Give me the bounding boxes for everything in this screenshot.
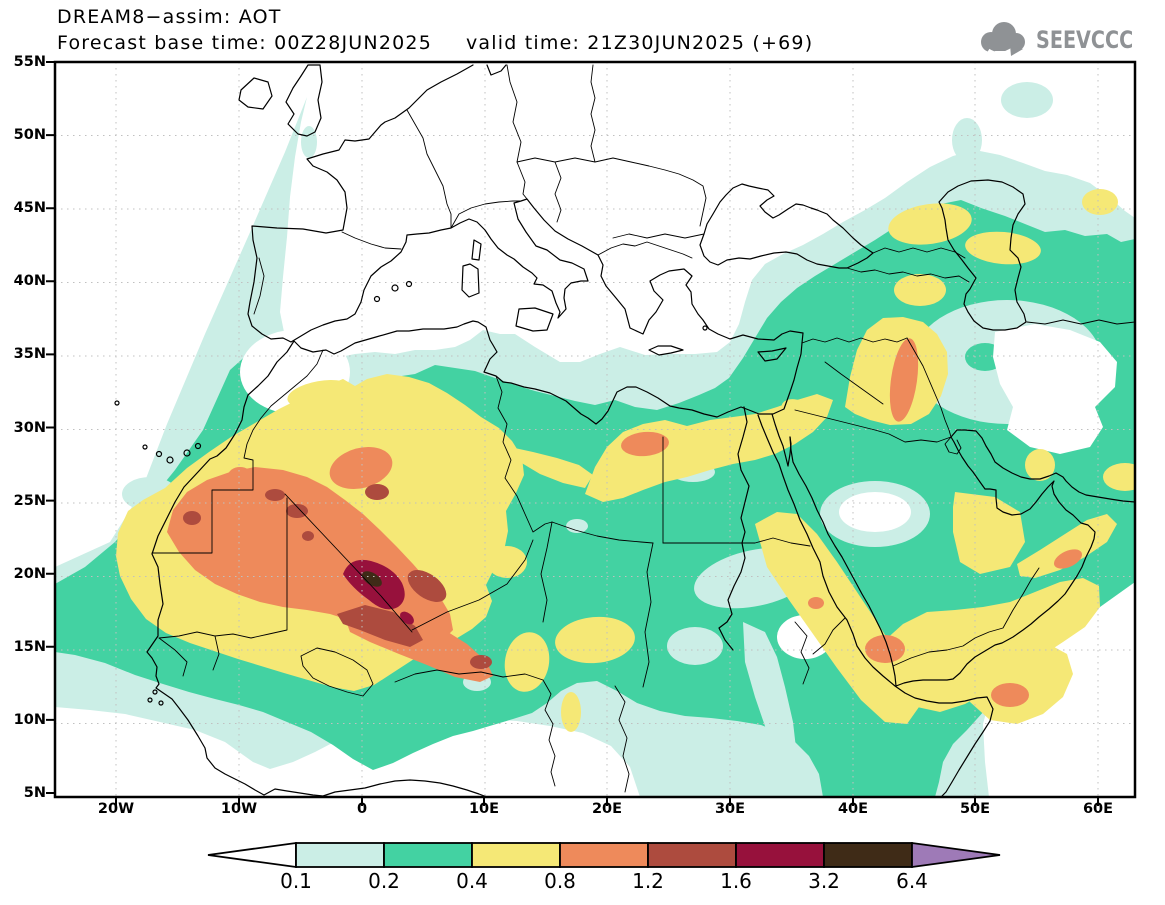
forecast-times: Forecast base time: 00Z28JUN2025 valid ti… (57, 32, 813, 55)
colorbar-cell (823, 842, 913, 868)
lat-label: 10N (13, 712, 46, 728)
map-area (55, 62, 1135, 797)
colorbar-cell (471, 842, 561, 868)
colorbar-tick-label: 0.2 (368, 869, 400, 893)
colorbar-tick-label: 1.6 (720, 869, 752, 893)
colorbar-left-arrow (207, 841, 297, 869)
colorbar-tick-label: 0.8 (544, 869, 576, 893)
lat-label: 30N (13, 420, 46, 436)
lat-label: 5N (23, 785, 46, 801)
lon-label: 60E (1082, 801, 1114, 817)
lat-label: 50N (13, 127, 46, 143)
map-frame (53, 60, 1137, 799)
graticule (55, 62, 1135, 797)
colorbar-cell (295, 842, 385, 868)
logo-text: SEEVCCC (1035, 26, 1133, 54)
lat-label: 25N (13, 493, 46, 509)
seevccc-logo: SEEVCCC (974, 20, 1158, 60)
lon-label: 30E (714, 801, 746, 817)
small-islands (114, 280, 708, 706)
lat-label: 45N (13, 200, 46, 216)
valid-time: valid time: 21Z30JUN2025 (+69) (465, 31, 814, 54)
lat-label: 40N (13, 273, 46, 289)
colorbar-cell (735, 842, 825, 868)
lat-label: 35N (13, 346, 46, 362)
lat-label: 55N (13, 54, 46, 70)
lon-label: 20E (591, 801, 623, 817)
lon-label: 0 (356, 801, 368, 817)
country-borders (151, 64, 1135, 793)
colorbar-cell (383, 842, 473, 868)
lat-label: 20N (13, 566, 46, 582)
colorbar-tick-label: 0.4 (456, 869, 488, 893)
lon-label: 10W (220, 801, 258, 817)
lon-label: 40E (837, 801, 869, 817)
colorbar-cell (559, 842, 649, 868)
colorbar-tick-label: 0.1 (280, 869, 312, 893)
page-title: DREAM8−assim: AOT (57, 6, 282, 28)
cloud-arrow-icon (974, 20, 1032, 60)
header: DREAM8−assim: AOT Forecast base time: 00… (57, 6, 813, 55)
colorbar (207, 841, 1001, 869)
colorbar-tick-label: 6.4 (896, 869, 928, 893)
lon-label: 50E (959, 801, 991, 817)
lon-label: 10E (468, 801, 500, 817)
colorbar-tick-label: 3.2 (808, 869, 840, 893)
lon-label: 20W (97, 801, 135, 817)
colorbar-tick-label: 1.2 (632, 869, 664, 893)
lat-label: 15N (13, 639, 46, 655)
axis-ticks (46, 61, 1099, 806)
forecast-base-time: Forecast base time: 00Z28JUN2025 (57, 31, 432, 54)
aot-contour-fills (55, 82, 1135, 797)
colorbar-right-arrow (911, 841, 1001, 869)
colorbar-cell (647, 842, 737, 868)
